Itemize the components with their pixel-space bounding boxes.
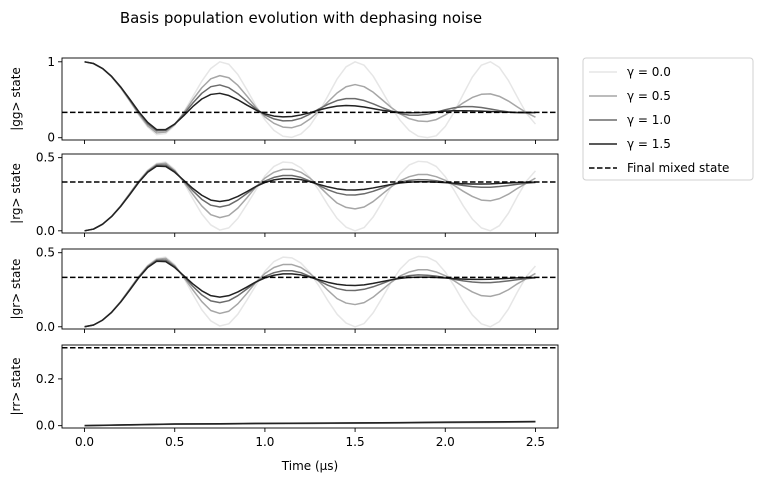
panels: 0 1 |gg> state 0.0 0.5 |rg> state 0.0 0.5 |gr> s…: [9, 55, 559, 449]
series-line-p3-2: [84, 257, 536, 328]
series-line-p2-4: [84, 165, 536, 232]
series-line-p2-2: [84, 162, 536, 232]
y-tick-label-p4-2: 0.2: [36, 372, 55, 386]
legend-label-2: γ = 0.5: [627, 89, 671, 103]
panel-3: 0.0 0.5 |gr> state: [9, 246, 559, 334]
series-line-p3-1: [84, 255, 537, 328]
y-tick-label-p3-2: 0.5: [36, 246, 55, 260]
series-line-p1-2: [84, 61, 536, 134]
x-tick-label-4: 1.5: [346, 435, 365, 449]
legend-label-5: Final mixed state: [627, 161, 729, 175]
legend-label-3: γ = 1.0: [627, 113, 671, 127]
y-tick-label-p2-1: 0.0: [36, 224, 55, 238]
panel-2: 0.0 0.5 |rg> state: [9, 151, 559, 238]
axes-frame-p4: [61, 344, 559, 429]
axes-frame-p3: [61, 248, 559, 330]
legend-frame: [582, 57, 754, 181]
x-tick-label-5: 2.0: [436, 435, 455, 449]
x-tick-label-6: 2.5: [526, 435, 545, 449]
y-axis-label-p2: |rg> state: [9, 163, 23, 224]
y-axis-label-p1: |gg> state: [9, 67, 23, 131]
x-tick-label-2: 0.5: [165, 435, 184, 449]
legend-label-4: γ = 1.5: [627, 137, 671, 151]
series-line-p3-3: [84, 259, 536, 328]
y-axis-label-p4: |rr> state: [9, 358, 23, 416]
chart-title: Basis population evolution with dephasin…: [120, 9, 482, 27]
series-line-p2-3: [84, 164, 536, 232]
series-line-p2-1: [84, 160, 537, 232]
x-tick-label-1: 0.0: [75, 435, 94, 449]
y-tick-label-p4-1: 0.0: [36, 419, 55, 433]
x-tick-label-3: 1.0: [255, 435, 274, 449]
y-tick-label-p1-1: 0: [47, 131, 55, 145]
panel-4: 0.0 0.2 0.0 0.5 1.0 1.5 2.0 2.5 |rr> state: [9, 344, 559, 449]
panel-1: 0 1 |gg> state: [9, 55, 559, 145]
y-tick-label-p2-2: 0.5: [36, 151, 55, 165]
series-line-p3-4: [84, 260, 536, 328]
legend-label-1: γ = 0.0: [627, 65, 671, 79]
y-tick-label-p3-1: 0.0: [36, 320, 55, 334]
y-axis-label-p3: |gr> state: [9, 259, 23, 320]
series-line-p1-3: [84, 61, 536, 132]
x-axis-label: Time (μs): [281, 459, 338, 473]
y-tick-label-p1-2: 1: [47, 55, 55, 69]
series-line-p1-1: [84, 61, 537, 139]
legend: γ = 0.0 γ = 0.5 γ = 1.0 γ = 1.5 Final mixed …: [582, 57, 754, 181]
series-line-p4-4: [84, 420, 536, 427]
axes-frame-p1: [61, 57, 559, 141]
axes-frame-p2: [61, 153, 559, 234]
